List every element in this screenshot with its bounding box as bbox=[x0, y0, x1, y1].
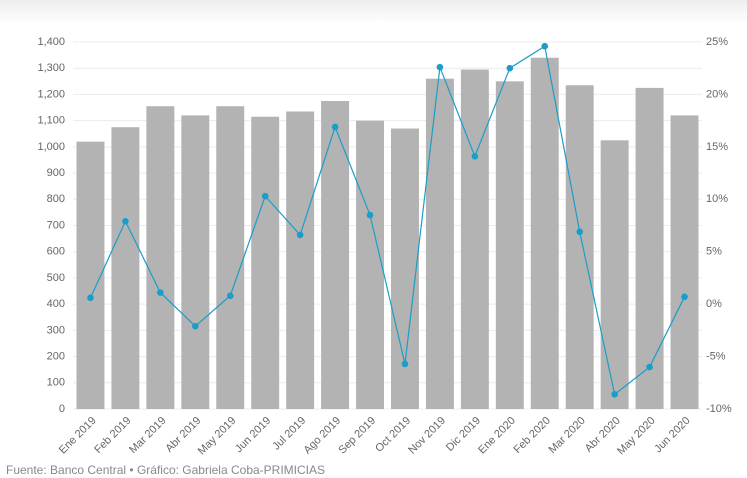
bar bbox=[286, 111, 315, 409]
source: Fuente: Banco Central • Gráfico: Gabriel… bbox=[6, 463, 325, 477]
bar bbox=[670, 115, 699, 410]
x-tick-label: Feb 2020 bbox=[512, 415, 553, 456]
y-tick-label: 200 bbox=[47, 350, 65, 362]
y-tick-label: 800 bbox=[47, 193, 65, 205]
point bbox=[436, 63, 444, 71]
point bbox=[296, 231, 304, 239]
point bbox=[506, 64, 514, 72]
point bbox=[331, 123, 339, 131]
y-tick-label: 1,400 bbox=[37, 36, 65, 48]
bar bbox=[111, 127, 140, 410]
y-tick-label: 600 bbox=[47, 246, 65, 258]
point bbox=[681, 293, 688, 301]
y-tick-label: 1,300 bbox=[37, 62, 65, 74]
x-tick-label: Jun 2020 bbox=[652, 415, 692, 455]
x-tick-label: Nov 2019 bbox=[406, 415, 448, 457]
y2-tick-label: -5% bbox=[706, 350, 726, 362]
point bbox=[366, 211, 374, 219]
point bbox=[122, 218, 129, 225]
y2-tick-label: 25% bbox=[706, 36, 728, 48]
x-tick-label: Sep 2019 bbox=[336, 415, 378, 457]
y2-tick-label: 10% bbox=[706, 193, 728, 205]
x-tick-label: Mar 2019 bbox=[127, 415, 168, 456]
y-tick-label: 0 bbox=[59, 403, 65, 415]
point bbox=[646, 363, 653, 371]
y-tick-label: 500 bbox=[47, 272, 65, 284]
x-tick-label: May 2019 bbox=[196, 415, 239, 458]
x-tick-label: Ene 2020 bbox=[476, 415, 518, 457]
bar bbox=[635, 87, 664, 409]
bar bbox=[181, 115, 210, 410]
point bbox=[471, 152, 479, 160]
y2-tick-label: 15% bbox=[706, 141, 728, 153]
y2-tick-label: 20% bbox=[706, 88, 728, 100]
point bbox=[157, 289, 164, 296]
bar bbox=[321, 100, 350, 409]
line bbox=[89, 45, 686, 396]
bar bbox=[530, 57, 559, 409]
point bbox=[541, 42, 549, 50]
point bbox=[261, 192, 269, 200]
x-tick-label: Feb 2019 bbox=[92, 415, 133, 456]
y-tick-label: 1,200 bbox=[37, 88, 65, 100]
point bbox=[226, 292, 234, 300]
bar bbox=[216, 106, 245, 409]
point bbox=[87, 294, 94, 302]
y-tick-label: 700 bbox=[47, 219, 65, 231]
bar bbox=[565, 85, 594, 409]
bar bbox=[356, 120, 385, 410]
y-tick-label: 1,000 bbox=[37, 141, 65, 153]
y2-tick-label: 0% bbox=[706, 298, 722, 310]
y-tick-label: 300 bbox=[47, 324, 65, 336]
bar bbox=[495, 81, 524, 410]
bar bbox=[146, 106, 175, 409]
bar bbox=[460, 69, 489, 410]
bar bbox=[76, 141, 105, 409]
point bbox=[611, 391, 618, 398]
header-shade bbox=[0, 0, 747, 24]
x-tick-label: Ago 2019 bbox=[301, 415, 343, 457]
y-tick-label: 400 bbox=[47, 298, 65, 310]
bar bbox=[600, 140, 629, 409]
bar bbox=[425, 78, 454, 409]
y-tick-label: 900 bbox=[47, 167, 65, 179]
y-tick-label: 100 bbox=[47, 377, 65, 389]
y2-tick-label: 5% bbox=[706, 246, 722, 258]
bar bbox=[251, 116, 280, 409]
x-tick-label: Mar 2020 bbox=[547, 415, 588, 456]
y-tick-label: 1,100 bbox=[37, 115, 65, 127]
point bbox=[401, 360, 409, 368]
point bbox=[576, 228, 583, 236]
x-tick-label: Ene 2019 bbox=[57, 415, 99, 457]
point bbox=[192, 322, 199, 330]
y2-tick-label: -10% bbox=[706, 403, 732, 415]
x-tick-label: May 2020 bbox=[615, 415, 658, 458]
x-tick-label: Jun 2019 bbox=[233, 415, 273, 455]
